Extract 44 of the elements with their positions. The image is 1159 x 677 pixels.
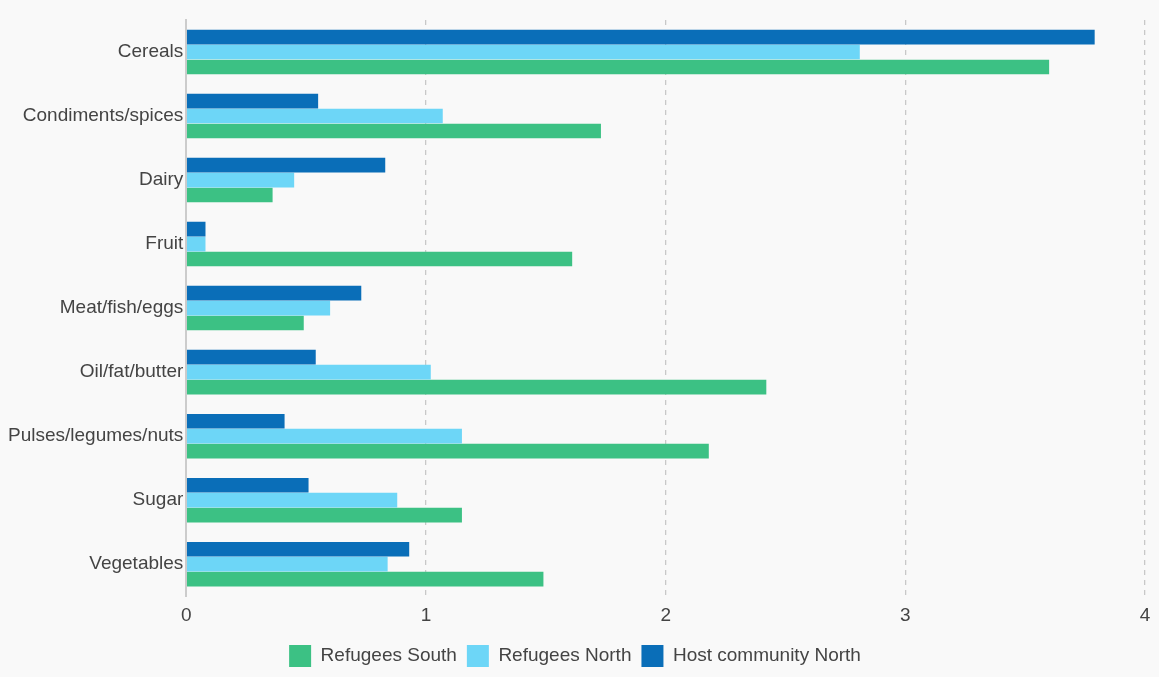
- bar: [186, 172, 295, 188]
- bar: [186, 44, 860, 60]
- bar: [186, 477, 309, 493]
- bar: [186, 251, 573, 267]
- x-tick-label: 4: [1139, 603, 1151, 625]
- y-tick-label: Fruit: [145, 232, 185, 254]
- bar: [186, 556, 388, 572]
- x-tick-label: 0: [181, 603, 192, 625]
- y-tick-label: Cereals: [117, 40, 184, 62]
- y-tick-label: Oil/fat/butter: [79, 360, 184, 382]
- bar: [186, 541, 410, 557]
- bar: [186, 413, 285, 429]
- x-tick-label: 3: [900, 603, 911, 625]
- bar: [186, 379, 767, 395]
- bar: [186, 315, 304, 331]
- y-tick-label: Pulses/legumes/nuts: [7, 424, 184, 446]
- bar: [186, 59, 1050, 75]
- bar: [186, 507, 462, 523]
- bar: [186, 428, 462, 444]
- bar: [186, 157, 386, 173]
- y-tick-label: Vegetables: [89, 552, 184, 574]
- y-tick-label: Meat/fish/eggs: [59, 296, 184, 318]
- bar: [186, 93, 319, 109]
- bar: [186, 285, 362, 301]
- legend-label: Host community North: [672, 644, 861, 666]
- bar: [186, 300, 331, 316]
- y-tick-label: Dairy: [138, 168, 184, 190]
- bar: [186, 108, 443, 124]
- bar: [186, 364, 431, 380]
- x-tick-label: 1: [420, 603, 432, 625]
- bar: [186, 492, 398, 508]
- bar: [186, 187, 273, 203]
- y-tick-label: Condiments/spices: [22, 104, 184, 126]
- bar: [186, 29, 1095, 45]
- y-tick-label: Sugar: [132, 488, 184, 510]
- x-tick-label: 2: [660, 603, 671, 625]
- bar: [186, 571, 544, 587]
- bar: [186, 349, 316, 365]
- bar: [186, 221, 206, 237]
- bar: [186, 236, 206, 252]
- bar: [186, 123, 601, 139]
- legend-label: Refugees North: [498, 644, 632, 666]
- legend-label: Refugees South: [320, 644, 457, 666]
- bar: [186, 443, 709, 459]
